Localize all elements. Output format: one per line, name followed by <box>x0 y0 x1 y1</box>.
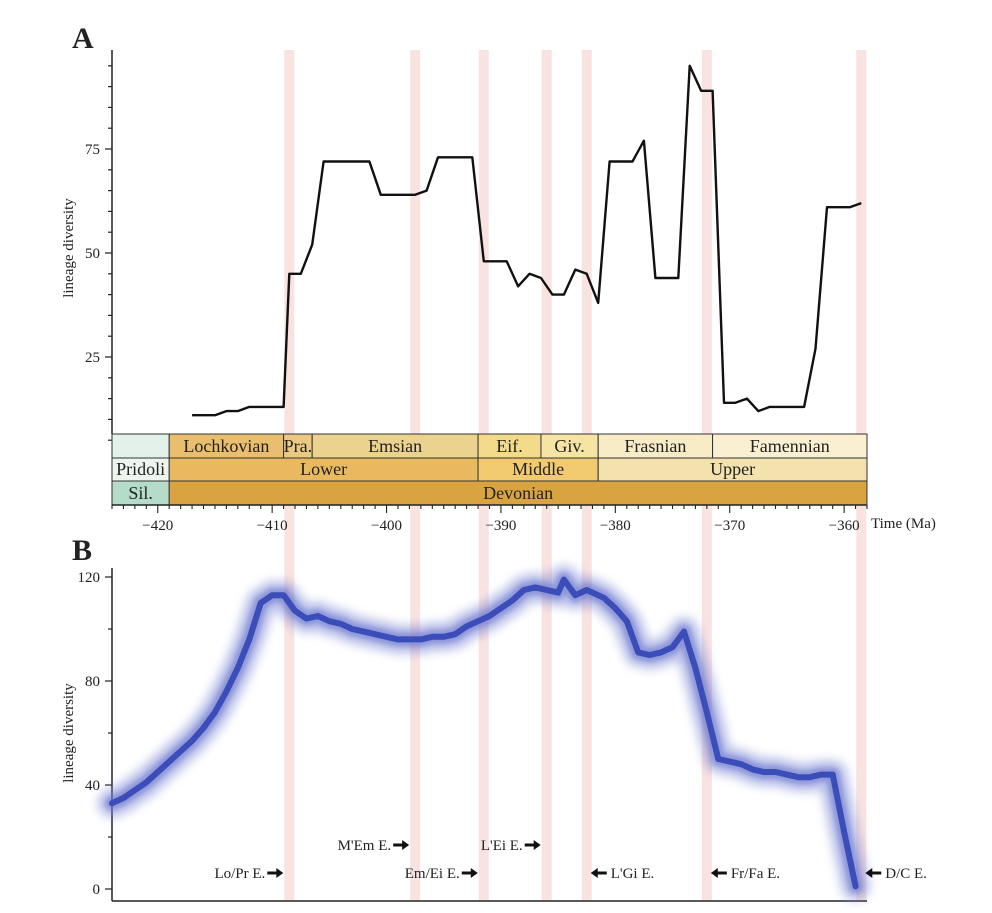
right-arrow-head-icon <box>533 840 541 850</box>
strat-stages-label: Frasnian <box>624 436 686 456</box>
panel-a-y-axis: 25 50 75 <box>85 50 113 441</box>
strat-periods-label: Devonian <box>483 483 553 503</box>
event-annotation: Em/Ei E. <box>405 866 478 882</box>
event-label: D/C E. <box>885 866 927 882</box>
event-annotation: Lo/Pr E. <box>214 866 284 882</box>
strat-stages-label: Giv. <box>554 436 584 456</box>
panel-b-y-tick-label: 40 <box>85 778 100 794</box>
event-annotation: L'Gi E. <box>590 866 655 882</box>
strat-stages-label: Lochkovian <box>183 436 269 456</box>
event-annotations: Lo/Pr E. M'Em E. Em/Ei E. L'Ei E. L'Gi E. Fr/… <box>214 838 926 882</box>
panel-a-y-tick-label: 25 <box>85 350 100 366</box>
panel-label-a: A <box>72 22 94 55</box>
panel-a-y-tick-label: 50 <box>85 246 100 262</box>
strat-stages-cell <box>111 433 170 459</box>
left-arrow-head-icon <box>590 868 598 878</box>
panel-a-plot <box>192 64 862 417</box>
time-tick-label: −370 <box>714 518 745 534</box>
strat-periods-cell <box>111 480 170 506</box>
strat-stages-label: Eif. <box>496 436 523 456</box>
strat-stages-cell <box>311 433 479 459</box>
event-label: L'Gi E. <box>611 866 655 882</box>
strat-stages-label: Emsian <box>368 436 422 456</box>
time-tick-label: −420 <box>142 518 173 534</box>
panel-a-y-axis-title: lineage diversity <box>61 198 77 298</box>
strat-stages-label: Pra. <box>284 436 313 456</box>
panel-a-y-tick-label: 75 <box>85 142 100 158</box>
strat-periods-label: Sil. <box>128 483 153 503</box>
strat-stages-cell <box>477 433 542 459</box>
event-annotation: Fr/Fa E. <box>710 866 780 882</box>
time-tick-label: −360 <box>829 518 860 534</box>
strat-stages-cell <box>168 433 285 459</box>
event-label: M'Em E. <box>338 838 392 854</box>
strat-stages-cell <box>283 433 313 459</box>
panel-b-plot <box>98 565 870 901</box>
panel-b-y-tick-label: 120 <box>78 570 101 586</box>
panel-b-y-tick-label: 0 <box>93 882 101 898</box>
panel-b-y-tick-label: 80 <box>85 674 100 690</box>
left-arrow-head-icon <box>865 868 873 878</box>
event-label: Lo/Pr E. <box>214 866 265 882</box>
time-axis-title: Time (Ma) <box>871 516 936 532</box>
event-annotation: M'Em E. <box>338 838 410 854</box>
strat-periods-cell <box>168 480 868 506</box>
panel-a-diversity-line <box>192 64 862 417</box>
time-tick-label: −400 <box>371 518 402 534</box>
strat-series-label: Upper <box>710 459 755 479</box>
strat-series-label: Lower <box>300 459 347 479</box>
strat-stages-label: Famennian <box>750 436 830 456</box>
stratigraphic-chart: Lochkovian Pra. Emsian Eif. Giv. Frasnian Fame… <box>111 433 868 506</box>
time-tick-label: −380 <box>600 518 631 534</box>
left-arrow-head-icon <box>710 868 718 878</box>
event-label: Fr/Fa E. <box>731 866 780 882</box>
strat-stages-cell <box>597 433 714 459</box>
time-axis: −420 −410 −400 −390 −380 −370 −360 <box>111 504 868 534</box>
panel-b-diversity-line <box>109 576 859 890</box>
time-tick-label: −390 <box>485 518 516 534</box>
event-label: L'Ei E. <box>481 838 523 854</box>
panel-b-y-axis-title: lineage diversity <box>61 683 77 783</box>
panel-label-b: B <box>72 534 92 567</box>
right-arrow-head-icon <box>402 840 410 850</box>
panel-b-axes: 0 40 80 120 <box>78 568 867 902</box>
strat-stages-cell <box>712 433 868 459</box>
event-annotation: L'Ei E. <box>481 838 541 854</box>
right-arrow-head-icon <box>470 868 478 878</box>
event-label: Em/Ei E. <box>405 866 460 882</box>
strat-series-label: Middle <box>512 459 564 479</box>
event-annotation: D/C E. <box>865 866 927 882</box>
right-arrow-head-icon <box>276 868 284 878</box>
strat-series-label: Pridoli <box>116 459 165 479</box>
time-tick-label: −410 <box>257 518 288 534</box>
